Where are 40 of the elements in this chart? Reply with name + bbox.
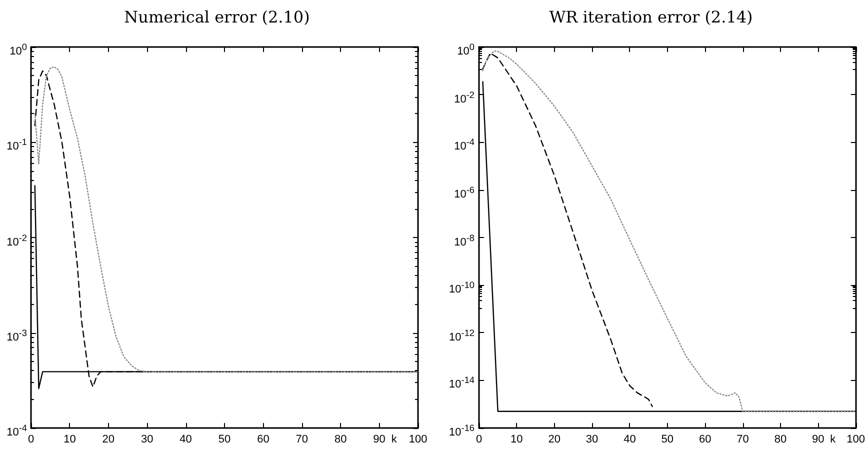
y-tick-label: 10$^{-1}$ [6, 136, 27, 154]
x-tick-label: 100 [408, 434, 428, 446]
y-tick-label: 10$^{-8}$ [454, 232, 474, 250]
x-tick-label: 20 [548, 434, 560, 446]
x-tick-label: 50 [218, 434, 231, 446]
x-tick-label: 90 [373, 434, 386, 446]
x-tick-label: 10 [510, 434, 522, 446]
chart-title: WR iteration error (2.14) [548, 8, 752, 26]
x-tick-label: 30 [140, 434, 154, 446]
y-tick-label: 10$^{-3}$ [6, 326, 27, 344]
y-tick-label: 10$^{0}$ [10, 41, 27, 59]
x-tick-label: 30 [585, 434, 598, 446]
x-tick-label: 0 [475, 434, 482, 446]
x-tick-label: 70 [736, 434, 748, 446]
x-tick-label: 50 [660, 434, 674, 446]
y-tick-label: 10$^{-14}$ [449, 374, 474, 392]
x-tick-label: 20 [102, 434, 115, 446]
y-tick-label: 10$^{-2}$ [454, 88, 474, 106]
x-axis-title: k [830, 434, 836, 446]
x-tick-label: 80 [774, 434, 786, 446]
x-tick-label: 0 [28, 434, 34, 446]
x-tick-label: 40 [623, 434, 636, 446]
x-tick-label: 10 [64, 434, 76, 446]
y-tick-label: 10$^{-2}$ [6, 232, 27, 250]
x-tick-label: 60 [698, 434, 711, 446]
y-tick-label: 10$^{-4}$ [454, 136, 474, 154]
chart-title: Numerical error (2.10) [124, 8, 310, 26]
x-tick-label: 100 [846, 434, 865, 446]
y-tick-label: 10$^{-6}$ [454, 184, 474, 202]
y-tick-label: 10$^{-12}$ [449, 326, 474, 344]
y-tick-label: 10$^{-4}$ [6, 422, 27, 440]
y-tick-label: 10$^{-10}$ [449, 279, 474, 297]
x-tick-label: 70 [296, 434, 308, 446]
x-tick-label: 90 [812, 434, 824, 446]
y-tick-label: 10$^{0}$ [457, 41, 474, 59]
x-tick-label: 60 [257, 434, 270, 446]
x-axis-title: k [391, 434, 398, 446]
y-tick-label: 10$^{-16}$ [449, 422, 474, 440]
x-tick-label: 40 [180, 434, 192, 446]
x-tick-label: 80 [334, 434, 347, 446]
